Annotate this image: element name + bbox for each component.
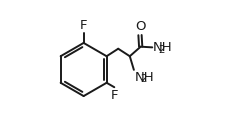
Text: NH: NH	[153, 41, 172, 54]
Text: NH: NH	[134, 70, 154, 84]
Text: F: F	[80, 19, 87, 32]
Text: O: O	[135, 20, 145, 33]
Text: 2: 2	[158, 45, 165, 55]
Text: 2: 2	[140, 74, 146, 84]
Text: F: F	[111, 89, 119, 102]
